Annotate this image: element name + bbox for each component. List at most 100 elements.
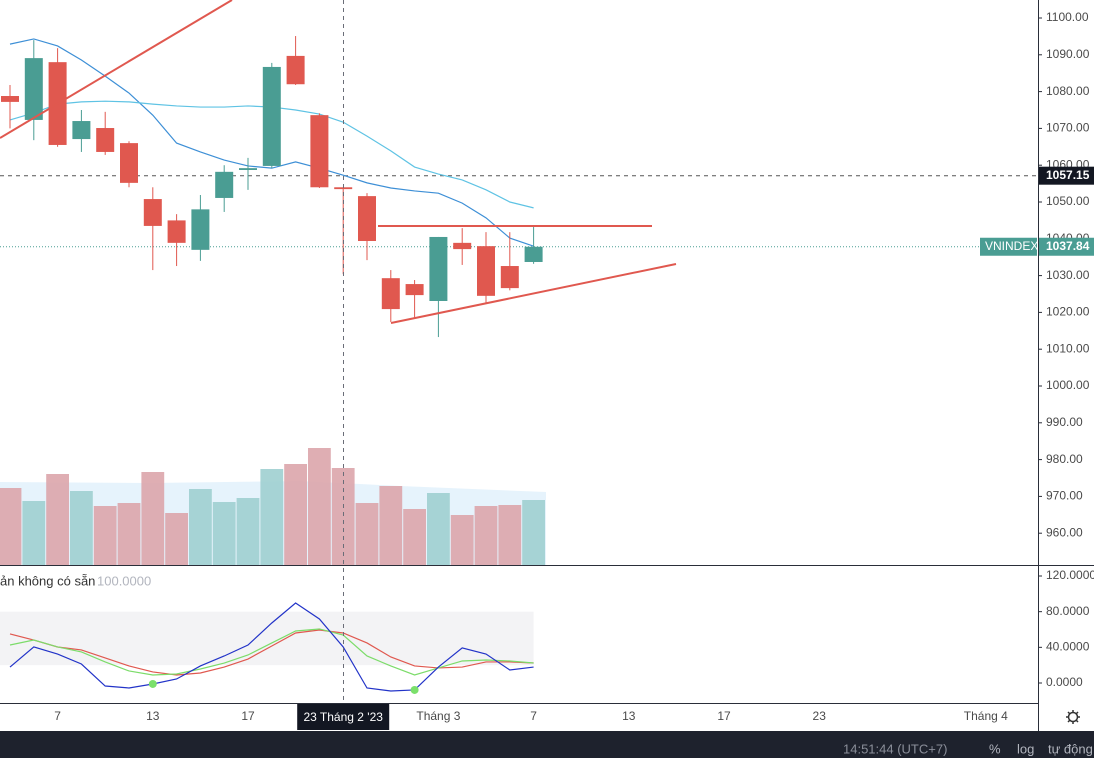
symbol-tag-label: VNINDEX (985, 239, 1038, 253)
candle-body (500, 266, 519, 289)
footer-time: 14:51:44 (UTC+7) (843, 741, 947, 756)
last-price-label: 1037.84 (1046, 239, 1090, 253)
volume-bar (141, 472, 165, 565)
oscillator-line (9, 602, 534, 692)
settings-icon[interactable] (1066, 710, 1080, 724)
volume-bar (165, 513, 188, 565)
candle-body (334, 187, 353, 190)
y-tick-label: 990.00 (1046, 415, 1083, 429)
x-tick-label: 13 (146, 709, 160, 723)
auto-toggle[interactable]: tự động (1048, 741, 1093, 756)
axes: 1100.001090.001080.001070.001060.001050.… (54, 10, 1094, 730)
oscillator-line (9, 629, 534, 676)
candle-body (429, 236, 448, 301)
volume-bar (498, 505, 522, 565)
trend-line (0, 0, 233, 139)
price-tag (1039, 166, 1094, 185)
y-tick-label: 1070.00 (1046, 121, 1090, 135)
x-tick-label: 7 (530, 709, 537, 723)
oscillator-pane: ản không có sẵn 100.0000 (0, 573, 534, 694)
candle-body (262, 66, 281, 166)
signal-dot (410, 685, 419, 694)
oscillator-band (0, 611, 534, 666)
oscillator-line (9, 628, 534, 676)
candle-body (477, 246, 495, 296)
y-tick-label: 1080.00 (1046, 84, 1090, 98)
x-tick-label: 17 (241, 709, 255, 723)
volume-bar (260, 469, 284, 565)
candle-body (405, 284, 424, 296)
x-tick-label: Tháng 4 (964, 709, 1008, 723)
volume-bar (450, 515, 474, 565)
crosshair-date: 23 Tháng 2 '23 (303, 710, 383, 724)
candle-body (1, 96, 19, 102)
candle-body (120, 143, 138, 183)
candle-body (358, 196, 376, 242)
signal-dot (148, 679, 157, 688)
last-price-tag (1039, 237, 1094, 256)
volume-bar (379, 486, 403, 565)
y-tick-label: 1090.00 (1046, 47, 1090, 61)
y-tick-label: 80.0000 (1046, 604, 1090, 618)
x-tick-label: 13 (622, 709, 636, 723)
volume-bar (212, 502, 236, 565)
volume-bar (93, 506, 117, 565)
y-tick-label: 40.0000 (1046, 640, 1090, 654)
candle-body (143, 199, 162, 226)
volume-bar (403, 509, 426, 565)
volume-bar (355, 503, 379, 565)
volume-bar (22, 501, 46, 565)
candle-body (215, 171, 234, 198)
volume-bar (284, 464, 307, 565)
y-tick-label: 1050.00 (1046, 194, 1090, 208)
symbol-tag (980, 237, 1037, 256)
x-tick-label: 23 (813, 709, 827, 723)
volume-bar (331, 468, 355, 565)
candle-body (310, 115, 329, 188)
y-tick-label: 1000.00 (1046, 378, 1090, 392)
candle-body (453, 242, 472, 250)
candle-body (24, 58, 43, 120)
y-tick-label: 980.00 (1046, 452, 1083, 466)
candle-body (191, 209, 210, 250)
y-tick-label: 0.0000 (1046, 675, 1083, 689)
volume-bar (427, 493, 450, 565)
footer-bar (0, 731, 1094, 758)
x-tick-label: Tháng 3 (416, 709, 460, 723)
crosshair-date-box (297, 704, 390, 730)
volume-bar (70, 491, 93, 565)
y-tick-label: 120.0000 (1046, 568, 1094, 582)
log-toggle[interactable]: log (1017, 741, 1034, 756)
candle-body (239, 168, 257, 170)
support-line (390, 263, 677, 324)
x-tick-label: 17 (717, 709, 731, 723)
oscillator-title: ản không có sẵn (0, 573, 95, 588)
percent-toggle[interactable]: % (989, 741, 1001, 756)
y-tick-label: 970.00 (1046, 489, 1083, 503)
candle-body (72, 121, 91, 140)
x-tick-label: 7 (54, 709, 61, 723)
y-tick-label: 1100.00 (1046, 10, 1089, 24)
y-tick-label: 1020.00 (1046, 305, 1090, 319)
y-tick-label: 1010.00 (1046, 341, 1090, 355)
candles (1, 36, 543, 338)
y-tick-label: 1030.00 (1046, 268, 1090, 282)
oscillator-level: 100.0000 (97, 573, 151, 588)
volume-bar (117, 503, 141, 565)
volume-bar (46, 474, 69, 565)
volume-bar (474, 506, 498, 565)
candle-body (286, 55, 305, 85)
volume-pane (0, 448, 545, 565)
price-tag-label: 1057.15 (1046, 168, 1090, 182)
candle-body (524, 246, 543, 262)
volume-bar (0, 488, 22, 565)
volume-bar (308, 448, 331, 565)
y-tick-label: 960.00 (1046, 525, 1083, 539)
volume-bar (189, 489, 212, 565)
candle-body (381, 278, 400, 310)
volume-bar (522, 500, 545, 565)
volume-bar (236, 498, 260, 565)
candle-body (167, 220, 186, 243)
